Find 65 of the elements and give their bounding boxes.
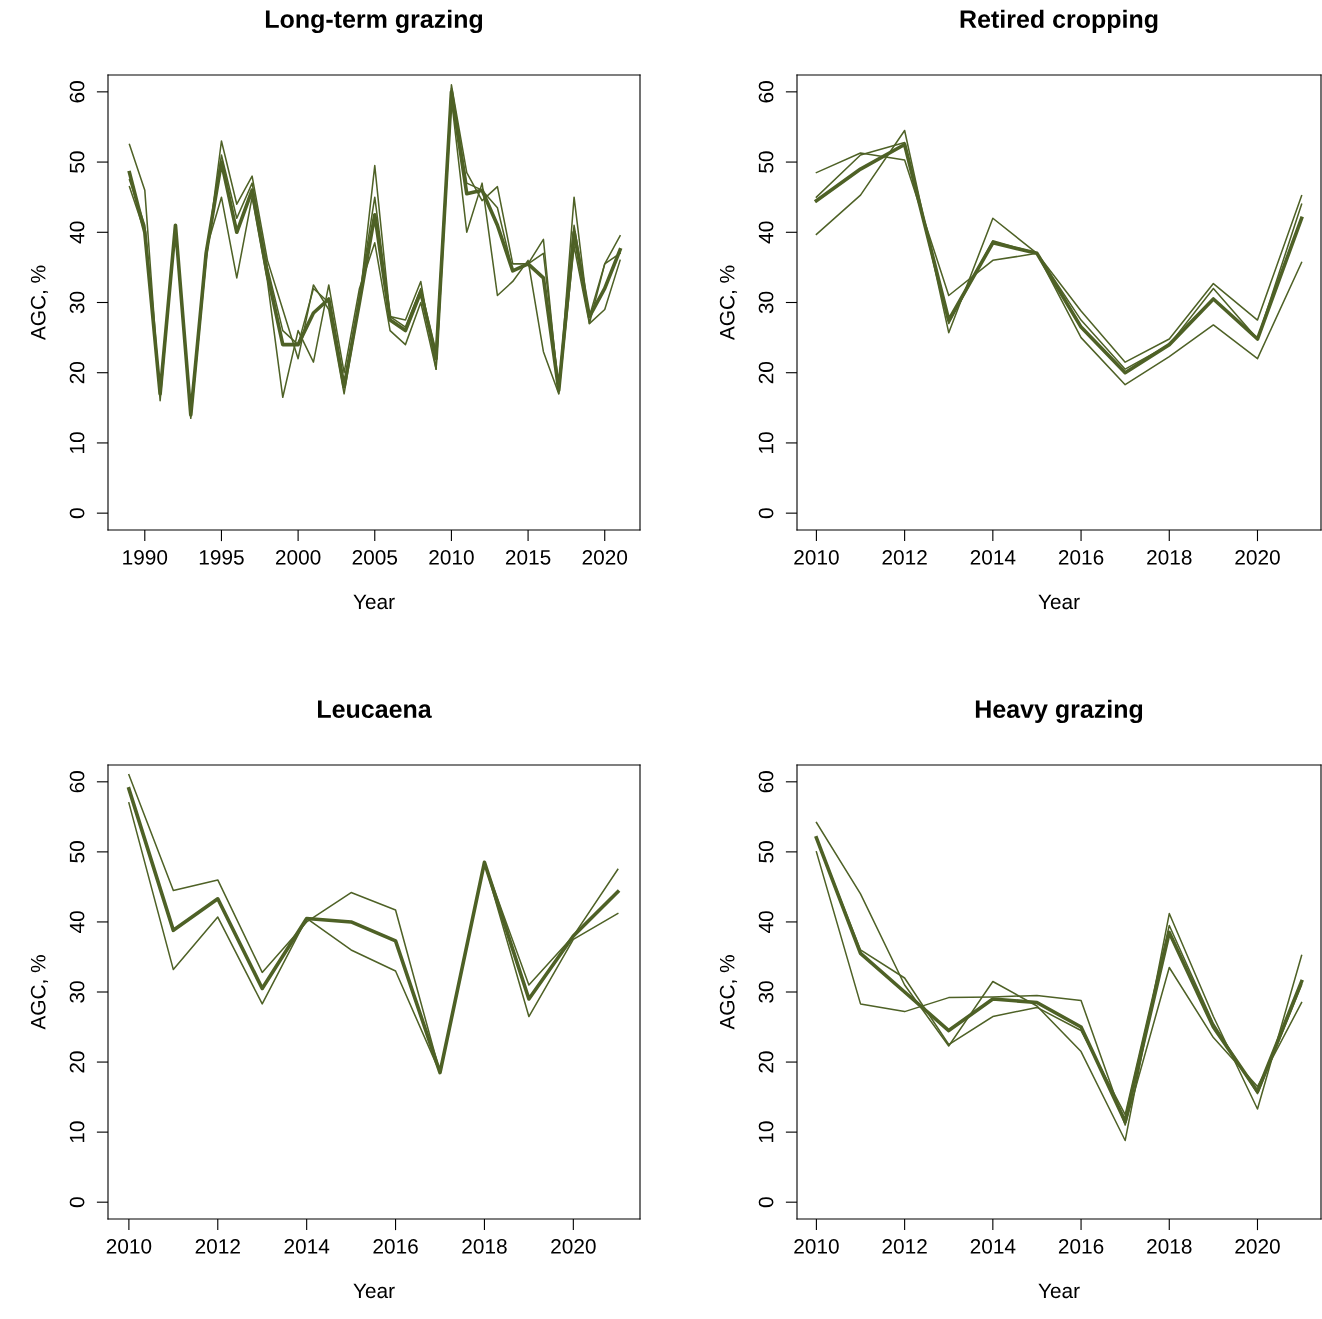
x-tick-label: 2010 — [429, 549, 474, 565]
x-tick-label: 2014 — [284, 1238, 330, 1254]
x-axis-title: Year — [1038, 1283, 1080, 1299]
x-axis-title: Year — [353, 1283, 395, 1299]
x-axis-title: Year — [353, 594, 395, 610]
y-tick-label: 10 — [69, 1121, 85, 1143]
chart-title: Long-term grazing — [265, 9, 483, 34]
x-tick-label: 2010 — [794, 549, 839, 565]
chart-title: Heavy grazing — [975, 699, 1143, 724]
y-tick-label: 10 — [69, 432, 85, 453]
y-tick-label: 60 — [69, 771, 85, 793]
y-tick-label: 20 — [758, 361, 774, 384]
y-tick-label: 40 — [758, 221, 774, 244]
x-tick-label: 2016 — [1058, 549, 1104, 565]
x-tick-label: 2015 — [505, 549, 551, 565]
x-tick-label: 2016 — [373, 1238, 418, 1254]
x-tick-label: 2020 — [1235, 1238, 1280, 1254]
y-tick-label: 30 — [758, 291, 774, 314]
x-tick-label: 1990 — [123, 549, 168, 565]
x-tick-label: 2020 — [1235, 549, 1280, 565]
x-tick-label: 2010 — [794, 1238, 839, 1254]
x-axis-title: Year — [1038, 594, 1080, 610]
x-tick-label: 2014 — [970, 549, 1016, 565]
y-tick-label: 30 — [758, 981, 774, 1003]
x-tick-label: 2020 — [551, 1238, 596, 1254]
x-tick-label: 2005 — [352, 549, 398, 565]
y-tick-label: 50 — [69, 151, 85, 173]
y-axis-title: AGC, % — [30, 955, 49, 1030]
y-tick-label: 10 — [758, 432, 774, 453]
y-tick-label: 40 — [69, 221, 85, 244]
y-tick-label: 0 — [758, 1197, 774, 1208]
x-tick-label: 2018 — [1147, 549, 1192, 565]
x-tick-label: 2018 — [462, 1238, 507, 1254]
y-axis-title: AGC, % — [30, 265, 49, 341]
y-tick-label: 50 — [69, 841, 85, 863]
y-tick-label: 60 — [758, 81, 774, 103]
y-tick-label: 0 — [69, 508, 85, 519]
y-tick-label: 0 — [758, 508, 774, 519]
y-tick-label: 20 — [69, 1051, 85, 1073]
y-tick-label: 20 — [69, 361, 85, 384]
x-tick-label: 2018 — [1147, 1238, 1192, 1254]
y-tick-label: 30 — [69, 291, 85, 314]
y-tick-label: 50 — [758, 841, 774, 863]
x-tick-label: 2020 — [582, 549, 628, 565]
y-tick-label: 60 — [758, 771, 774, 793]
x-tick-label: 2016 — [1058, 1238, 1104, 1254]
y-tick-label: 50 — [758, 151, 774, 173]
x-tick-label: 2012 — [882, 1238, 927, 1254]
y-tick-label: 60 — [69, 81, 85, 103]
y-tick-label: 40 — [69, 911, 85, 934]
y-tick-label: 20 — [758, 1051, 774, 1073]
chart-title: Leucaena — [318, 700, 432, 719]
y-tick-label: 0 — [69, 1197, 85, 1208]
y-tick-label: 30 — [69, 981, 85, 1003]
y-tick-label: 40 — [758, 911, 774, 934]
x-tick-label: 2010 — [106, 1238, 152, 1254]
x-tick-label: 2012 — [882, 549, 927, 565]
x-tick-label: 2012 — [195, 1238, 240, 1254]
x-tick-label: 2014 — [970, 1238, 1016, 1254]
x-tick-label: 2000 — [275, 549, 321, 565]
y-tick-label: 10 — [758, 1121, 774, 1143]
y-axis-title: AGC, % — [719, 955, 738, 1030]
x-tick-label: 1995 — [199, 549, 244, 565]
chart-title: Retired cropping — [960, 9, 1158, 34]
y-axis-title: AGC, % — [719, 265, 738, 341]
